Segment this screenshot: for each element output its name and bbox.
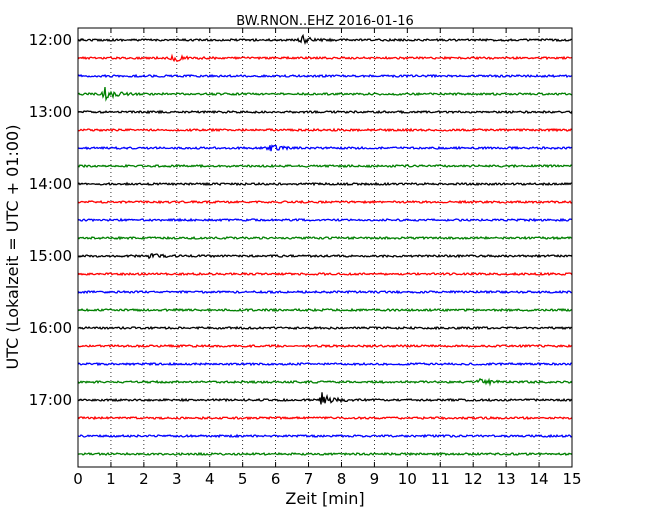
x-tick-label: 3 (172, 470, 182, 488)
plot-frame (77, 27, 573, 468)
trace-line (77, 181, 573, 187)
trace-line (77, 144, 573, 152)
trace-line (77, 271, 573, 277)
x-tick-label: 6 (271, 470, 281, 488)
x-tick-label: 8 (337, 470, 347, 488)
trace-group (77, 33, 573, 457)
y-axis: 12:00 13:00 14:00 15:00 16:00 17:00 (29, 31, 83, 409)
trace-line (77, 86, 573, 102)
y-tick-label: 16:00 (29, 319, 72, 337)
y-tick-label: 12:00 (29, 31, 72, 49)
trace-line (77, 73, 573, 79)
y-axis-label: UTC (Lokalzeit = UTC + 01:00) (3, 125, 22, 370)
x-tick-label: 14 (530, 470, 549, 488)
trace-line (77, 415, 573, 421)
trace-line (77, 433, 573, 439)
trace-line (77, 392, 573, 405)
x-tick-label: 10 (398, 470, 417, 488)
x-tick-label: 11 (431, 470, 450, 488)
trace-line (77, 451, 573, 457)
x-tick-label: 12 (464, 470, 483, 488)
y-tick-label: 17:00 (29, 391, 72, 409)
trace-line (77, 199, 573, 205)
trace-line (77, 252, 573, 260)
y-tick-label: 13:00 (29, 103, 72, 121)
x-tick-label: 9 (370, 470, 380, 488)
trace-line (77, 33, 573, 46)
trace-line (77, 377, 573, 387)
trace-line (77, 361, 573, 367)
trace-line (77, 325, 573, 331)
y-tick-label: 14:00 (29, 175, 72, 193)
trace-line (77, 127, 573, 133)
x-tick-label: 0 (73, 470, 83, 488)
trace-line (77, 307, 573, 313)
trace-line (77, 109, 573, 115)
x-tick-label: 5 (238, 470, 248, 488)
x-tick-label: 7 (304, 470, 314, 488)
x-tick-label: 2 (139, 470, 149, 488)
x-tick-label: 4 (205, 470, 215, 488)
trace-line (77, 217, 573, 223)
x-tick-label: 15 (562, 470, 581, 488)
x-axis: 0 1 2 3 4 5 6 7 8 9 10 11 12 13 14 15 (73, 28, 582, 488)
x-axis-label: Zeit [min] (285, 489, 364, 508)
trace-line (77, 289, 573, 295)
trace-line (77, 53, 573, 63)
chart-title: BW.RNON..EHZ 2016-01-16 (236, 14, 414, 29)
trace-line (77, 235, 573, 241)
trace-line (77, 343, 573, 349)
trace-line (77, 163, 573, 169)
y-tick-label: 15:00 (29, 247, 72, 265)
x-tick-label: 1 (106, 470, 116, 488)
x-tick-label: 13 (497, 470, 516, 488)
